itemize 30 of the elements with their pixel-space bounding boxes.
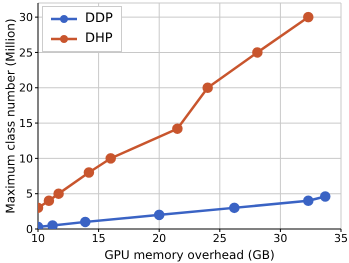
point <box>44 196 54 206</box>
point <box>84 167 94 178</box>
x-tick-label: 35 <box>334 232 348 245</box>
point <box>105 153 116 164</box>
point <box>172 123 183 134</box>
y-tick-label: 25 <box>19 46 33 60</box>
y-tick-label: 0 <box>26 222 33 236</box>
y-axis-title: Maximum class number (Million) <box>3 18 18 214</box>
y-tick-label: 5 <box>26 188 33 201</box>
y-tick-label: 30 <box>19 11 33 24</box>
x-tick-label: 15 <box>92 232 106 245</box>
point <box>154 210 164 220</box>
point <box>80 216 91 228</box>
point <box>53 188 64 199</box>
legend-label: DHP <box>85 30 113 48</box>
point <box>47 220 58 229</box>
point <box>202 82 213 93</box>
x-tick-label: 25 <box>212 232 227 245</box>
point <box>303 196 314 206</box>
point <box>303 12 314 22</box>
y-tick-label: 20 <box>19 82 33 95</box>
y-tick-label: 15 <box>19 116 33 130</box>
x-axis-title: GPU memory overhead (GB) <box>104 248 275 262</box>
point <box>320 191 330 202</box>
point <box>229 202 240 214</box>
point <box>252 47 263 58</box>
y-tick-label: 10 <box>19 152 33 166</box>
x-tick-label: 20 <box>152 232 166 245</box>
legend-label: DDP <box>85 10 113 28</box>
x-tick-label: 30 <box>273 232 288 245</box>
